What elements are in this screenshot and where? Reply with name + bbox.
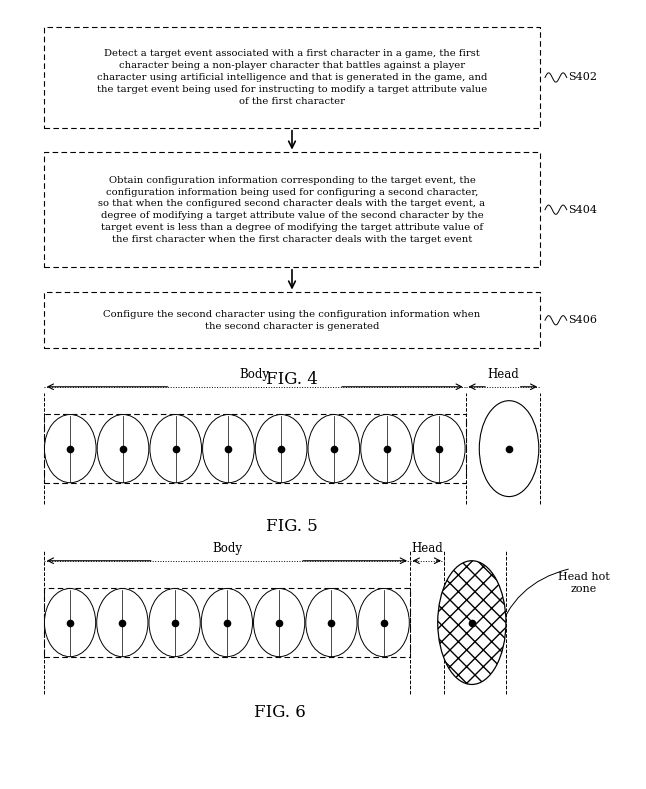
Text: Detect a target event associated with a first character in a game, the first
cha: Detect a target event associated with a … bbox=[97, 50, 487, 106]
Ellipse shape bbox=[358, 589, 410, 656]
Text: FIG. 5: FIG. 5 bbox=[266, 518, 318, 535]
Ellipse shape bbox=[308, 414, 360, 483]
Text: FIG. 4: FIG. 4 bbox=[266, 372, 318, 388]
Text: S404: S404 bbox=[568, 204, 598, 215]
Ellipse shape bbox=[255, 414, 307, 483]
Ellipse shape bbox=[97, 589, 148, 656]
Ellipse shape bbox=[149, 589, 200, 656]
Ellipse shape bbox=[306, 589, 357, 656]
FancyBboxPatch shape bbox=[44, 28, 540, 128]
Ellipse shape bbox=[203, 414, 255, 483]
Ellipse shape bbox=[479, 401, 539, 496]
Ellipse shape bbox=[97, 414, 149, 483]
Ellipse shape bbox=[202, 589, 253, 656]
Text: Body: Body bbox=[212, 541, 242, 555]
Text: FIG. 6: FIG. 6 bbox=[254, 704, 306, 721]
Ellipse shape bbox=[150, 414, 202, 483]
Text: Head: Head bbox=[487, 368, 519, 380]
Ellipse shape bbox=[438, 561, 506, 684]
Ellipse shape bbox=[360, 414, 412, 483]
Ellipse shape bbox=[253, 589, 305, 656]
Ellipse shape bbox=[45, 414, 96, 483]
Text: Head hot
zone: Head hot zone bbox=[557, 572, 609, 594]
Text: S406: S406 bbox=[568, 316, 598, 325]
Text: Obtain configuration information corresponding to the target event, the
configur: Obtain configuration information corresp… bbox=[98, 176, 486, 244]
FancyBboxPatch shape bbox=[44, 152, 540, 267]
Ellipse shape bbox=[45, 589, 96, 656]
Bar bbox=[44, 588, 410, 657]
Text: Configure the second character using the configuration information when
the seco: Configure the second character using the… bbox=[103, 310, 481, 331]
FancyBboxPatch shape bbox=[44, 293, 540, 348]
Text: Body: Body bbox=[240, 368, 270, 380]
Text: Head: Head bbox=[411, 541, 443, 555]
Bar bbox=[44, 414, 466, 484]
Text: S402: S402 bbox=[568, 73, 598, 83]
Ellipse shape bbox=[413, 414, 465, 483]
